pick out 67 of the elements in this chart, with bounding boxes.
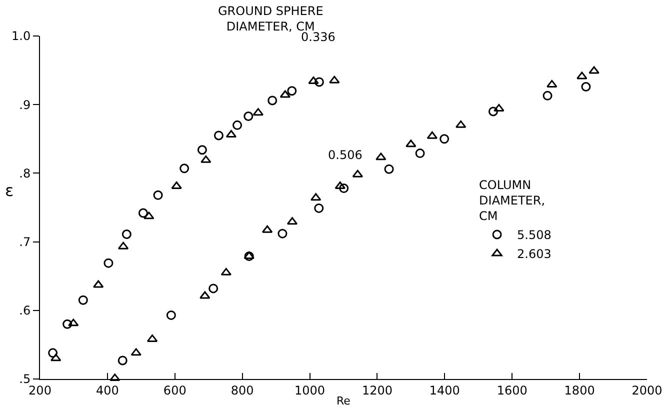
point (488, 106, 498, 116)
point (197, 145, 207, 155)
annotation: 0.336 (301, 30, 336, 44)
point (138, 208, 148, 218)
y-tick-label: .7 (19, 235, 31, 249)
x-tick-label: 1800 (564, 383, 595, 398)
x-tick-label: 1600 (496, 383, 528, 398)
point (542, 90, 552, 100)
point (180, 164, 190, 174)
x-axis-title: Re (336, 394, 351, 408)
point (153, 190, 163, 200)
point (208, 284, 218, 294)
x-tick-label: 1400 (429, 383, 460, 398)
x-tick-label: 2000 (632, 383, 662, 398)
point (104, 258, 114, 268)
point (244, 251, 254, 261)
point (78, 295, 88, 305)
point (440, 134, 450, 144)
point (339, 184, 349, 194)
point (287, 86, 297, 96)
x-tick-label: 200 (28, 383, 52, 398)
y-tick-label: .9 (19, 98, 31, 112)
x-tick-label: 800 (230, 383, 254, 398)
point (314, 203, 324, 213)
y-tick-label: .6 (19, 304, 31, 318)
legend-label: 5.508 (517, 228, 552, 242)
point (232, 120, 242, 130)
y-tick-label: .5 (19, 372, 31, 386)
point (268, 96, 278, 106)
y-axis-title: ε (5, 181, 14, 200)
point (214, 130, 224, 140)
point (144, 212, 154, 220)
point (494, 104, 504, 112)
point (171, 181, 182, 189)
point (406, 140, 416, 148)
point (118, 356, 128, 366)
legend-label: 2.603 (517, 247, 552, 262)
point (244, 251, 254, 259)
point (384, 164, 394, 174)
x-tick-label: 1200 (362, 383, 392, 398)
annotation: 0.506 (328, 148, 362, 162)
point (166, 310, 176, 320)
point (200, 155, 212, 163)
point (48, 348, 58, 358)
x-tick-label: 600 (163, 383, 186, 398)
point (308, 76, 319, 84)
legend-title: COLUMN DIAMETER, CM (479, 178, 546, 223)
point (122, 230, 132, 239)
point (334, 181, 346, 189)
point (62, 319, 72, 329)
point (68, 318, 79, 326)
point (581, 82, 591, 92)
x-tick-label: 1000 (294, 383, 326, 398)
point (376, 152, 386, 160)
point (546, 80, 558, 88)
point (588, 66, 600, 74)
point (278, 228, 288, 238)
x-tick-label: 400 (96, 383, 119, 398)
point (130, 348, 142, 356)
point (314, 77, 324, 87)
point (200, 291, 210, 299)
point (415, 148, 425, 158)
y-tick-label: 1.0 (12, 29, 31, 44)
y-tick-label: .8 (19, 166, 31, 180)
point (244, 112, 254, 122)
point (329, 76, 340, 84)
point (576, 72, 588, 80)
